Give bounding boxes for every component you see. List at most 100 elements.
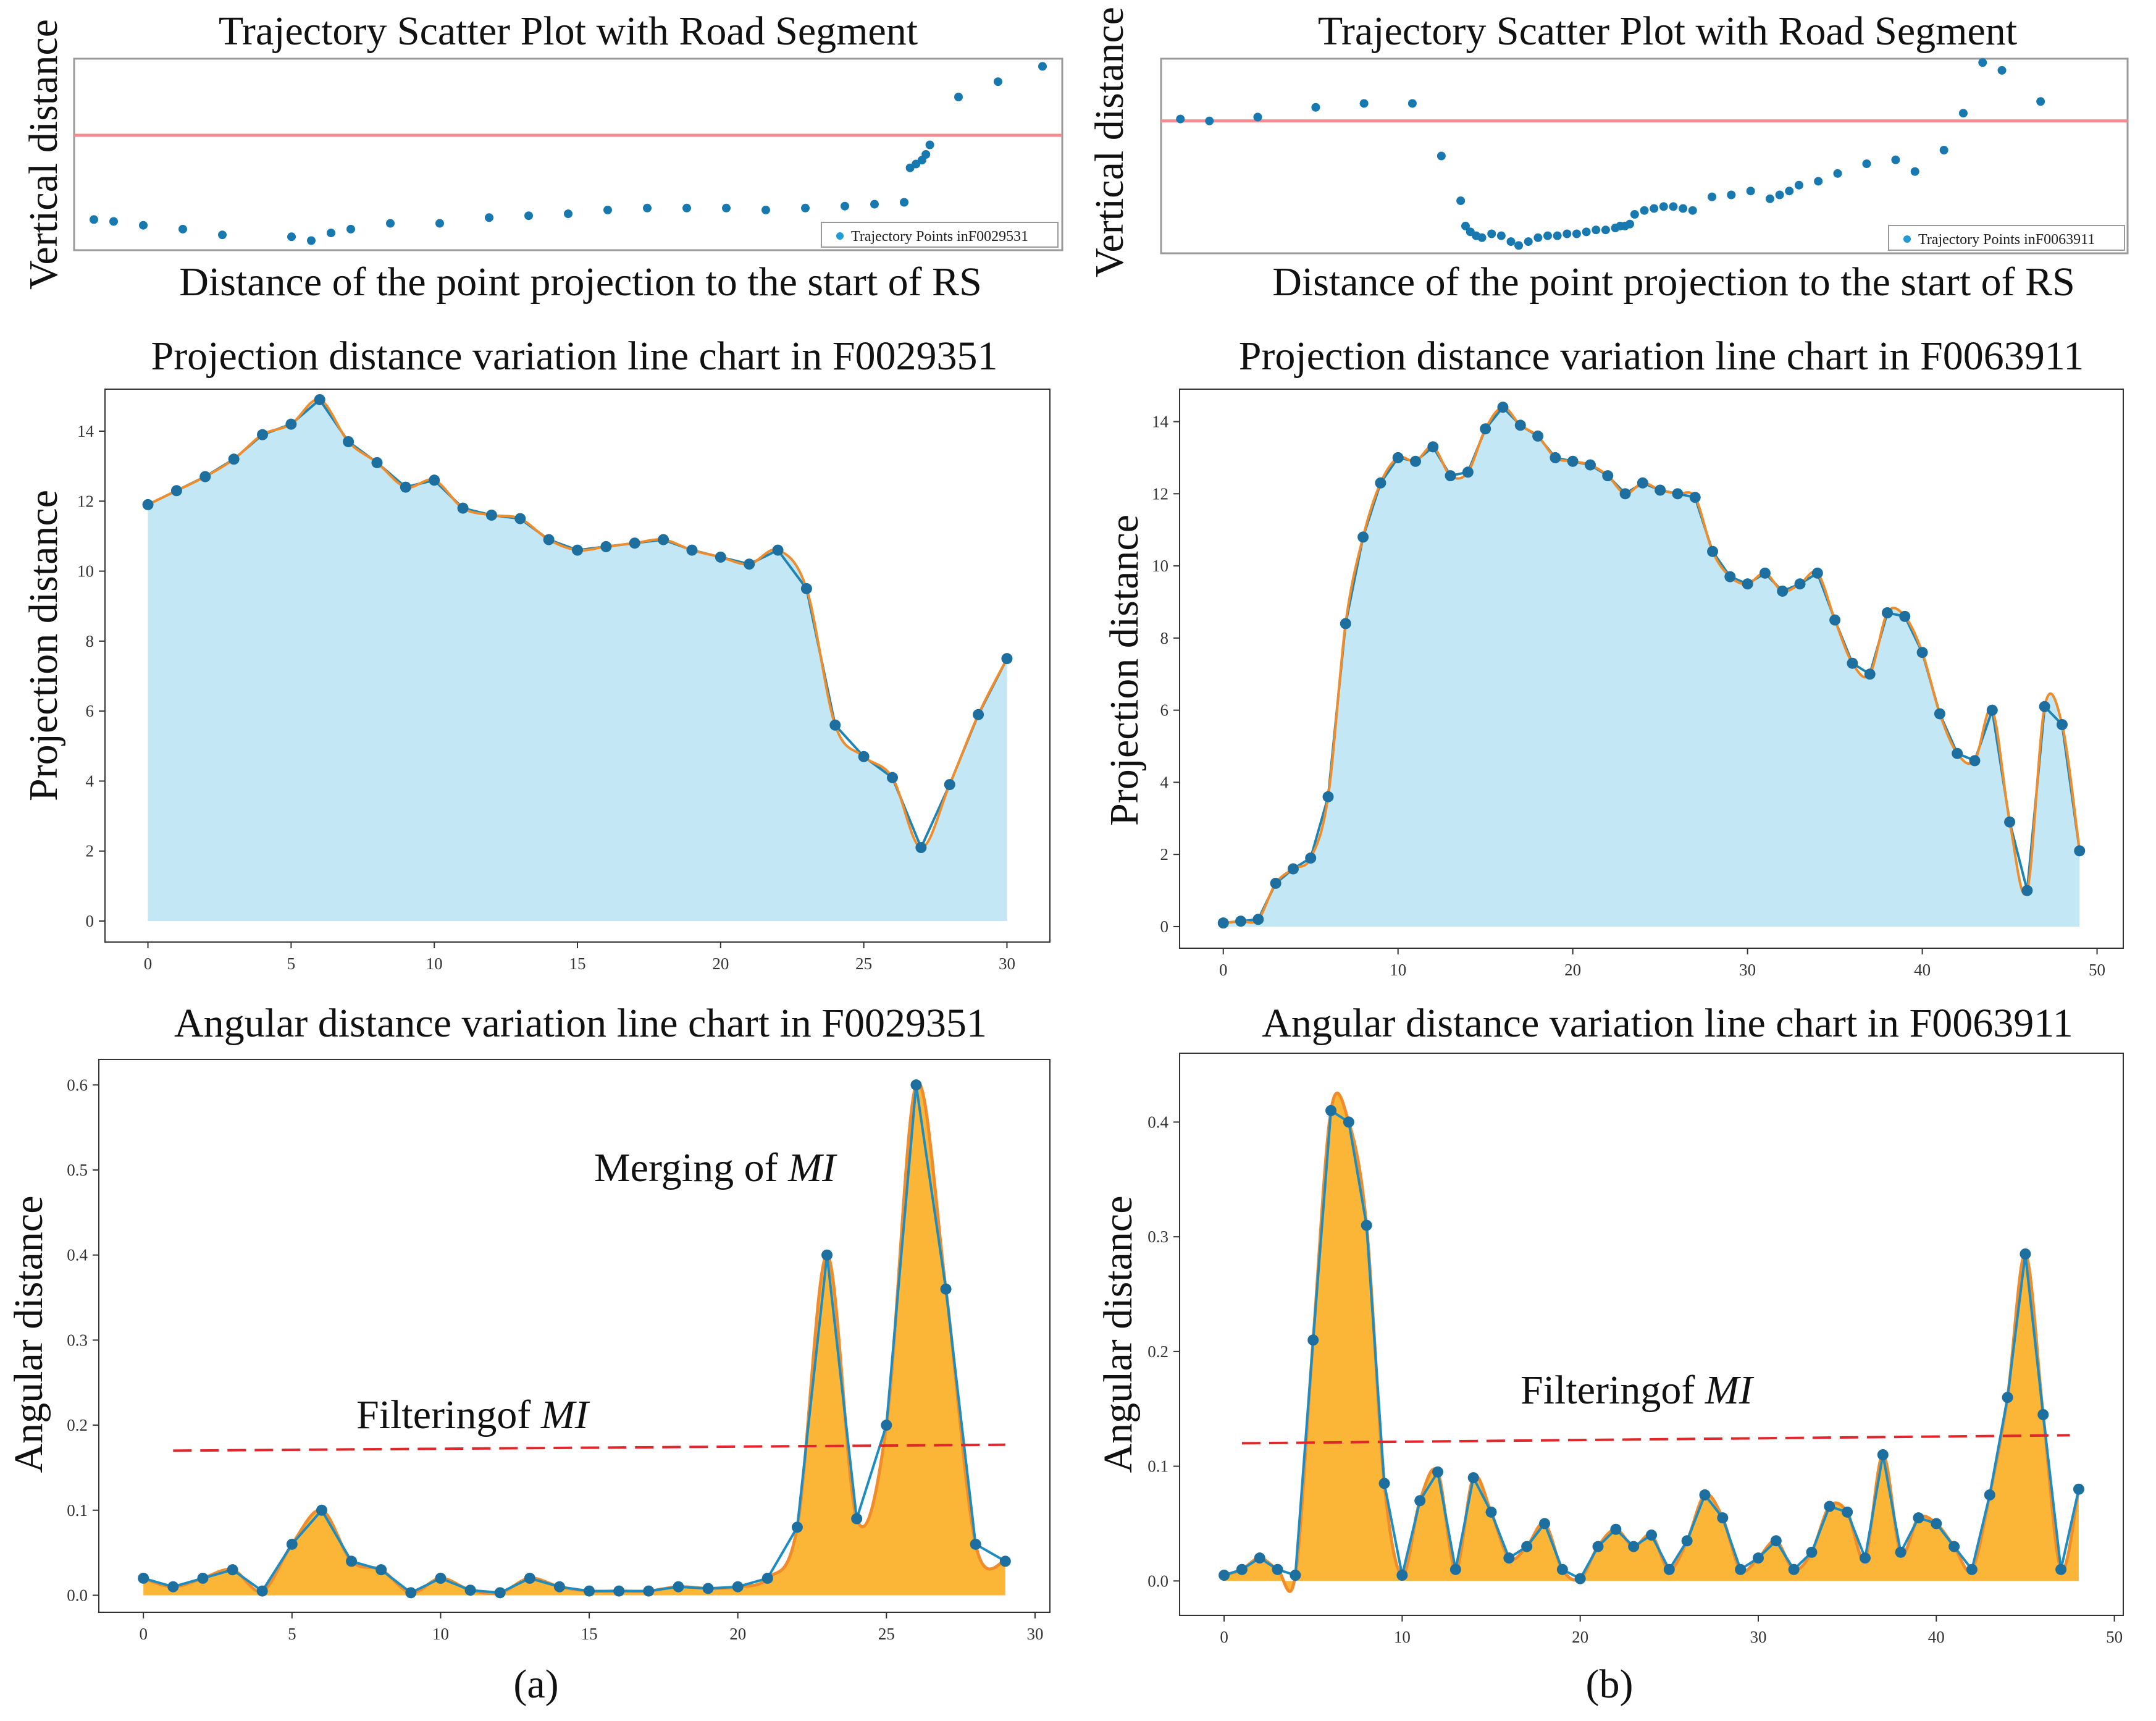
projection-b-point xyxy=(1532,430,1544,442)
scatter-a-point xyxy=(327,229,335,238)
projection-a-point xyxy=(572,544,583,556)
angular-b-filtering-annotation: Filteringof MI xyxy=(1521,1368,1755,1413)
angular-b-point xyxy=(1859,1552,1871,1564)
projection-a-point xyxy=(944,779,955,791)
angular-b-point xyxy=(1717,1512,1729,1524)
projection-a-ytick-label: 14 xyxy=(77,422,94,440)
projection-b-point xyxy=(1357,531,1369,543)
angular-a-point xyxy=(375,1564,387,1576)
angular-a-ytick-label: 0.3 xyxy=(67,1331,88,1349)
projection-b-point xyxy=(1794,578,1806,590)
scatter-b-point xyxy=(1997,65,2007,75)
scatter-b-legend: Trajectory Points inF0063911 xyxy=(1888,225,2125,251)
angular-b-point xyxy=(1931,1518,1942,1530)
projection-b-point xyxy=(1497,402,1509,413)
scatter-a-point xyxy=(435,219,444,228)
scatter-b-point xyxy=(1514,241,1524,250)
projection-b-plot-area xyxy=(1179,389,2124,949)
projection-b-point xyxy=(1916,647,1928,659)
scatter-b-point xyxy=(1543,231,1552,240)
scatter-a-legend: Trajectory Points inF0029531 xyxy=(821,222,1059,248)
scatter-a-point xyxy=(1038,62,1047,71)
projection-b-point xyxy=(1445,470,1456,482)
projection-a-point xyxy=(629,537,640,549)
angular-a-ytick-label: 0.4 xyxy=(67,1246,88,1264)
projection-b-point xyxy=(1252,914,1264,925)
scatter-b-point xyxy=(1456,196,1466,205)
scatter-a-point xyxy=(722,203,731,212)
scatter-b-point xyxy=(1727,190,1736,200)
projection-b-point xyxy=(1514,419,1526,431)
scatter-a-point xyxy=(218,230,227,240)
scatter-b-point xyxy=(1496,231,1506,240)
projection-a-ytick-label: 12 xyxy=(77,492,94,510)
projection-a-point xyxy=(772,544,784,556)
scatter-chart-b: Trajectory Scatter Plot with Road Segmen… xyxy=(1087,7,2129,305)
angular-a-point xyxy=(643,1585,655,1597)
projection-a-ytick-label: 6 xyxy=(86,702,94,720)
scatter-b-point xyxy=(1862,159,1871,169)
projection-chart-a: Projection distance variation line chart… xyxy=(21,334,1051,973)
angular-chart-a: Angular distance variation line chart in… xyxy=(6,1001,1051,1643)
angular-a-point xyxy=(346,1555,358,1567)
scatter-b-point xyxy=(1688,206,1697,215)
angular-a-xtick-label: 25 xyxy=(878,1625,895,1643)
projection-b-points xyxy=(1217,402,2086,929)
projection-a-point xyxy=(343,436,354,447)
angular-b-point xyxy=(1521,1541,1533,1552)
scatter-a-point xyxy=(386,219,395,228)
projection-a-ytick-label: 2 xyxy=(86,842,94,861)
scatter-b-point xyxy=(1582,227,1591,237)
angular-b-point xyxy=(1236,1563,1248,1575)
scatter-b-plot-area xyxy=(1160,57,2129,255)
angular-b-point xyxy=(1984,1489,1995,1500)
projection-b-ytick-label: 4 xyxy=(1160,773,1169,791)
scatter-b-point xyxy=(1477,233,1487,242)
scatter-b-point xyxy=(1659,202,1668,211)
angular-a-merging-mi: MI xyxy=(787,1145,837,1190)
angular-b-point xyxy=(1877,1449,1889,1460)
angular-b-point xyxy=(1735,1563,1747,1575)
projection-b-point xyxy=(1637,477,1648,489)
angular-b-point xyxy=(1592,1541,1604,1552)
scatter-a-ylabel: Vertical distance xyxy=(21,19,66,290)
projection-b-point xyxy=(1375,477,1386,489)
scatter-a-point xyxy=(178,224,187,234)
scatter-a-point xyxy=(994,77,1002,86)
angular-b-point xyxy=(1432,1466,1444,1478)
scatter-b-point xyxy=(1176,114,1185,124)
angular-b-point xyxy=(1254,1552,1265,1564)
projection-a-xtick-label: 20 xyxy=(712,954,729,973)
angular-a-filtering-text: Filteringof xyxy=(356,1392,541,1437)
angular-b-ytick-label: 0.2 xyxy=(1147,1342,1168,1361)
angular-b-xtick-label: 50 xyxy=(2106,1628,2123,1646)
angular-b-point xyxy=(1699,1489,1711,1500)
scatter-a-point xyxy=(564,209,573,219)
scatter-chart-a: Trajectory Scatter Plot with Road Segmen… xyxy=(21,9,1063,305)
scatter-b-point xyxy=(1958,109,1968,118)
angular-a-ytick-label: 0.0 xyxy=(67,1586,88,1604)
projection-a-point xyxy=(285,418,297,430)
scatter-a-point xyxy=(485,213,493,222)
projection-b-point xyxy=(1619,488,1631,500)
projection-b-point xyxy=(2056,719,2068,730)
projection-a-ytick-label: 0 xyxy=(86,912,94,930)
angular-b-point xyxy=(1503,1552,1515,1564)
scatter-b-point xyxy=(1891,155,1900,164)
angular-b-area-fill xyxy=(1224,1093,2079,1592)
angular-b-ytick-label: 0.0 xyxy=(1147,1572,1168,1590)
projection-a-point xyxy=(400,481,411,493)
projection-a-axes: 0 5 10 15 20 25 30 0 2 4 6 8 10 12 14 xyxy=(77,422,1015,973)
angular-a-merging-annotation: Merging of MI xyxy=(594,1145,837,1190)
scatter-b-legend-marker xyxy=(1903,235,1911,243)
scatter-b-title: Trajectory Scatter Plot with Road Segmen… xyxy=(1318,9,2017,54)
angular-b-point xyxy=(1272,1563,1283,1575)
projection-a-point xyxy=(858,751,870,762)
angular-a-xtick-label: 10 xyxy=(432,1625,449,1643)
projection-b-point xyxy=(1427,441,1439,453)
angular-b-point xyxy=(1343,1116,1354,1128)
angular-b-point xyxy=(1556,1563,1568,1575)
angular-a-line xyxy=(143,1085,1006,1594)
scatter-b-xlabel: Distance of the point projection to the … xyxy=(1272,259,2075,305)
scatter-a-point xyxy=(307,236,316,245)
